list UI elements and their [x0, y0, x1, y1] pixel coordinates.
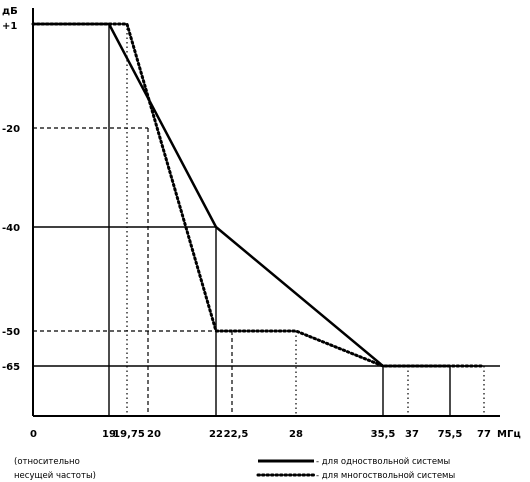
- axes: [32, 8, 500, 417]
- y-tick-label: -65: [2, 362, 20, 373]
- y-tick-label: -40: [2, 223, 20, 234]
- x-tick-label: 22: [209, 429, 223, 440]
- legend-label-multi: - для многоствольной системы: [316, 471, 455, 481]
- x-tick-label: 35,5: [371, 429, 396, 440]
- series-single-line: [33, 22, 450, 368]
- note-line-1: (относительно: [14, 457, 80, 467]
- y-tick-label: +1: [2, 21, 17, 32]
- x-tick-label: 19: [102, 429, 116, 440]
- y-tick-label: -50: [2, 327, 20, 338]
- series-multi-line: [31, 22, 486, 368]
- x-tick-label: 20: [147, 429, 161, 440]
- y-unit-label: дБ: [2, 6, 18, 17]
- legend-label-single: - для одноствольной системы: [316, 457, 450, 467]
- series-group: [31, 22, 486, 368]
- x-unit-label: МГц: [497, 429, 521, 440]
- x-tick-label: 75,5: [438, 429, 463, 440]
- y-tick-label: -20: [2, 124, 20, 135]
- x-tick-label: 0: [30, 429, 37, 440]
- legend: - для одноствольной системы - для многос…: [256, 457, 455, 481]
- x-tick-label: 22,5: [224, 429, 249, 440]
- x-tick-label: 37: [405, 429, 419, 440]
- x-tick-label: 19,75: [113, 429, 145, 440]
- note-line-2: несущей частоты): [14, 471, 96, 481]
- x-tick-label: 77: [477, 429, 491, 440]
- x-tick-label: 28: [289, 429, 303, 440]
- guide-lines: [33, 23, 500, 416]
